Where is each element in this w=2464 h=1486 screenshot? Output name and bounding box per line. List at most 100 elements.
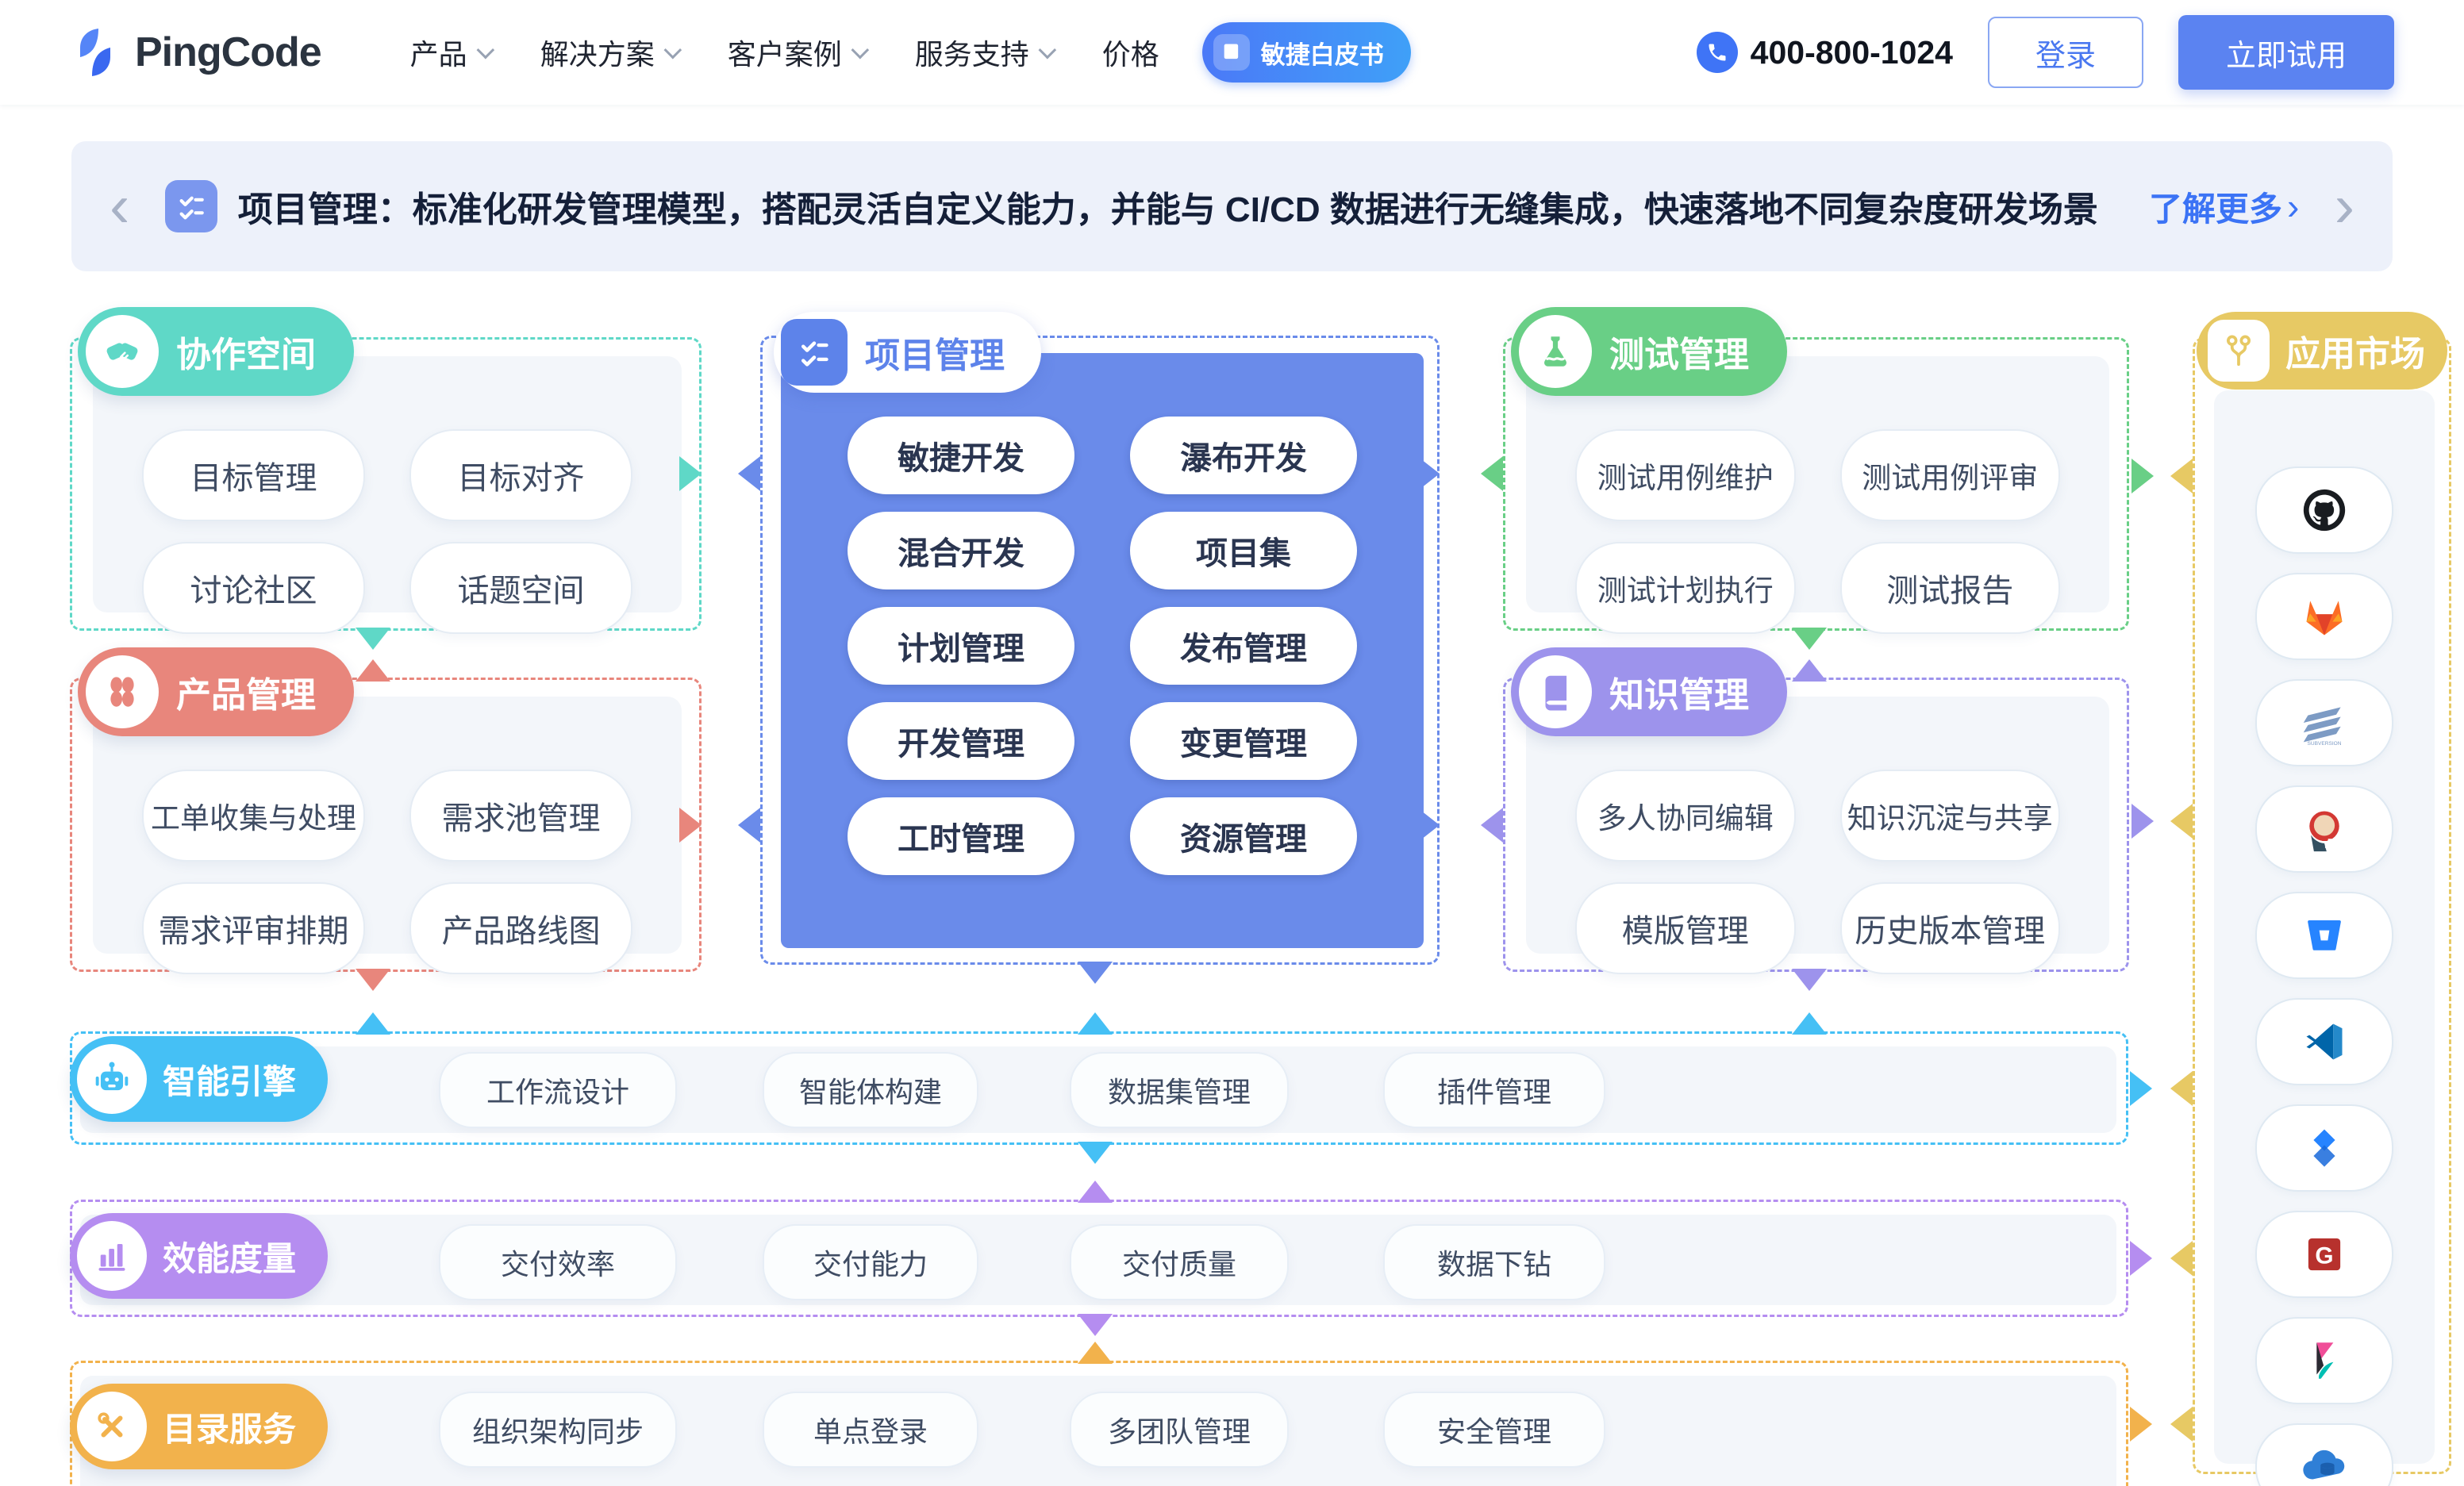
nav-item-cases[interactable]: 客户案例 [728,32,869,73]
arrow-down-icon [356,628,390,650]
phone-contact[interactable]: 400-800-1024 [1696,32,1953,73]
nav-item-pricing[interactable]: 价格 [1101,38,1159,71]
arrow-left-icon [2170,1241,2193,1276]
marketplace-column: 应用市场 SUBVERSION [2193,312,2451,1486]
feature-pill: 项目集 [1130,512,1357,589]
collab-block: 协作空间 目标管理 目标对齐 讨论社区 话题空间 [70,307,702,634]
arrow-down-icon [1792,969,1827,991]
phone-number: 400-800-1024 [1750,33,1953,71]
top-navbar: PingCode 产品 解决方案 客户案例 服务支持 价格 敏捷白皮书 [0,0,2464,105]
feature-card: 交付效率 [439,1224,677,1300]
chevron-down-icon [1038,40,1056,60]
banner-next-button[interactable]: › [2334,172,2354,240]
feature-card: 组织架构同步 [439,1392,677,1468]
arrow-down-icon [1078,962,1113,984]
nav-right: 400-800-1024 登录 立即试用 [1696,15,2394,90]
agile-whitepaper-button[interactable]: 敏捷白皮书 [1201,22,1411,83]
feature-card: 工作流设计 [439,1052,677,1128]
integration-item [2255,998,2393,1085]
pingcode-logo-icon [80,29,110,76]
arrow-up-icon [1078,1342,1113,1364]
nav-item-solutions[interactable]: 解决方案 [540,32,682,73]
feature-pill: 讨论社区 [142,542,365,634]
arrow-down-icon [1792,628,1827,650]
feature-pill: 开发管理 [848,702,1074,780]
arrow-right-icon [2130,1241,2152,1276]
try-now-button[interactable]: 立即试用 [2178,15,2394,90]
collab-badge: 协作空间 [78,307,354,396]
feature-card: 插件管理 [1383,1052,1605,1128]
arrow-down-icon [356,969,390,991]
feature-pill: 目标管理 [142,429,365,521]
feature-pill: 发布管理 [1130,607,1357,685]
arrow-up-icon [1078,1012,1113,1035]
knowledge-badge: 知识管理 [1511,647,1787,736]
feature-pill: 瀑布开发 [1130,417,1357,494]
arrow-right-icon [2131,459,2154,493]
brand-name: PingCode [135,29,322,75]
marketplace-badge: 应用市场 [2197,312,2447,390]
arrow-up-icon [1078,1181,1113,1203]
arrow-left-icon [2170,459,2193,493]
arrow-right-icon [679,808,702,843]
product-badge: 产品管理 [78,647,354,736]
svg-text:SUBVERSION: SUBVERSION [2308,741,2342,747]
feature-card: 交付能力 [763,1224,978,1300]
project-panel: 敏捷开发 瀑布开发 混合开发 项目集 计划管理 发布管理 开发管理 变更管理 工… [781,353,1424,948]
learn-more-link[interactable]: 了解更多 › [2148,186,2300,228]
integration-item [2255,892,2393,979]
feature-pill: 历史版本管理 [1839,882,2060,974]
feature-pill: 工单收集与处理 [142,770,365,862]
feature-card: 数据集管理 [1070,1052,1289,1128]
svg-text:G: G [2315,1242,2333,1269]
feature-pill: 模版管理 [1575,882,1796,974]
robot-icon [77,1044,147,1114]
nav-item-support[interactable]: 服务支持 [915,32,1056,73]
chevron-down-icon [476,40,494,60]
pingcode-logo[interactable]: PingCode [70,27,322,78]
flask-icon [1519,315,1592,388]
jira-icon [2313,1129,2335,1167]
arrow-down-icon [1078,1142,1113,1164]
project-badge: 项目管理 [774,312,1041,393]
feature-pill: 测试计划执行 [1575,542,1796,634]
arrow-left-icon [738,456,760,491]
feature-card: 多团队管理 [1070,1392,1289,1468]
feature-pill: 多人协同编辑 [1575,770,1796,862]
marketplace-panel: SUBVERSION [2214,390,2435,1486]
arrow-left-icon [2170,804,2193,839]
feature-pill: 资源管理 [1130,797,1357,875]
feature-pill: 计划管理 [848,607,1074,685]
kibana-icon [2316,1342,2334,1379]
branch-icon [2208,320,2270,382]
chevron-down-icon [851,40,869,60]
integration-item [2255,467,2393,554]
vscode-icon [2306,1023,2343,1060]
main-menu: 产品 解决方案 客户案例 服务支持 价格 [410,32,1159,73]
feature-pill: 混合开发 [848,512,1074,589]
arrow-right-icon [679,456,702,491]
metrics-row: 效能度量 交付效率 交付能力 交付质量 数据下钻 [70,1200,2128,1317]
product-block: 产品管理 工单收集与处理 需求池管理 需求评审排期 产品路线图 [70,647,702,974]
feature-pill: 产品路线图 [409,882,632,974]
announcement-banner: ‹ 项目管理：标准化研发管理模型，搭配灵活自定义能力，并能与 CI/CD 数据进… [71,141,2393,271]
feature-pill: 敏捷开发 [848,417,1074,494]
login-button[interactable]: 登录 [1988,17,2143,88]
arrow-left-icon [2170,1407,2193,1442]
subversion-icon: SUBVERSION [2303,707,2342,747]
arrow-right-icon [1417,808,1440,843]
banner-text: 项目管理：标准化研发管理模型，搭配灵活自定义能力，并能与 CI/CD 数据进行无… [237,190,2098,229]
arrow-down-icon [1078,1314,1113,1336]
knowledge-block: 知识管理 多人协同编辑 知识沉淀与共享 模版管理 历史版本管理 [1503,647,2129,974]
banner-content: 项目管理：标准化研发管理模型，搭配灵活自定义能力，并能与 CI/CD 数据进行无… [129,180,2334,232]
integration-item [2255,1317,2393,1404]
checklist-icon [164,180,217,232]
arrow-left-icon [1481,808,1503,843]
product-panel: 工单收集与处理 需求池管理 需求评审排期 产品路线图 [93,697,682,974]
feature-card: 安全管理 [1383,1392,1605,1468]
test-block: 测试管理 测试用例维护 测试用例评审 测试计划执行 测试报告 [1503,307,2129,634]
nav-item-products[interactable]: 产品 [410,32,494,73]
integration-item [2255,785,2393,873]
banner-prev-button[interactable]: ‹ [110,172,130,240]
knowledge-panel: 多人协同编辑 知识沉淀与共享 模版管理 历史版本管理 [1526,697,2109,974]
